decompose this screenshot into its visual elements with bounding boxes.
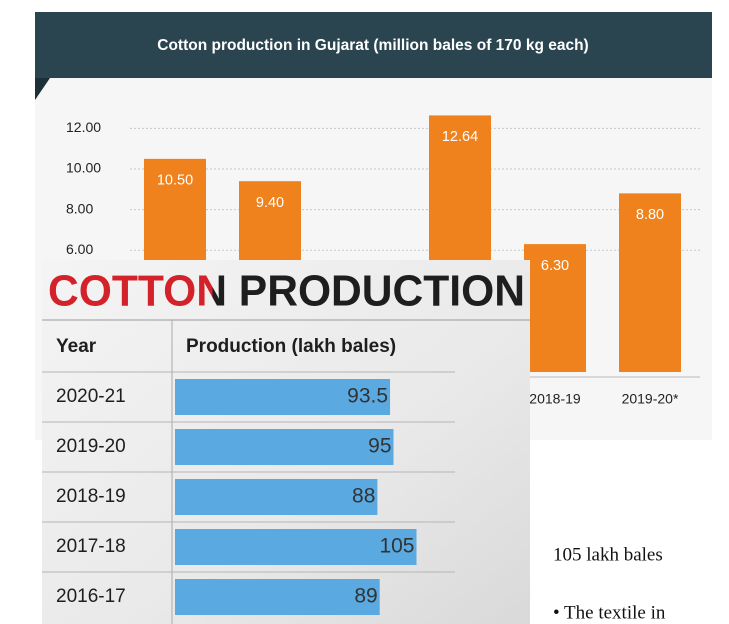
page: Cotton production in Gujarat (million ba… bbox=[0, 0, 729, 624]
value-label: 95 bbox=[368, 435, 391, 458]
value-label: 9.40 bbox=[256, 195, 284, 211]
note: • The textile in bbox=[553, 602, 666, 623]
y-tick-label: 2016-17 bbox=[56, 586, 126, 607]
infographic-title: COTTON PRODUCTION bbox=[48, 267, 525, 316]
column-header: Year bbox=[56, 336, 97, 357]
body-text: 105 lakh bales • The textile in bbox=[553, 544, 666, 623]
note: 105 lakh bales bbox=[553, 544, 663, 565]
y-tick-label: 2019-20 bbox=[56, 436, 126, 457]
y-tick-label: 2018-19 bbox=[56, 486, 126, 507]
chart-title: Cotton production in Gujarat (million ba… bbox=[157, 37, 588, 54]
value-label: 105 bbox=[379, 535, 414, 558]
x-tick-label: 2018-19 bbox=[529, 391, 581, 407]
value-label: 89 bbox=[354, 585, 377, 608]
y-tick-label: 6.00 bbox=[66, 241, 93, 257]
value-label: 6.30 bbox=[541, 258, 569, 274]
y-tick-label: 2020-21 bbox=[56, 386, 126, 407]
bar bbox=[175, 429, 394, 465]
x-tick-label: 2019-20* bbox=[622, 391, 679, 407]
bar bbox=[175, 479, 377, 515]
bar bbox=[175, 579, 380, 615]
column-header: Production (lakh bales) bbox=[186, 336, 396, 357]
y-tick-label: 8.00 bbox=[66, 200, 93, 216]
screenshot: Cotton production in Gujarat (million ba… bbox=[0, 0, 729, 624]
y-tick-label: 12.00 bbox=[66, 119, 101, 135]
value-label: 12.64 bbox=[442, 129, 478, 145]
value-label: 88 bbox=[352, 485, 375, 508]
y-tick-label: 10.00 bbox=[66, 160, 101, 176]
value-label: 93.5 bbox=[347, 385, 388, 408]
y-tick-label: 2017-18 bbox=[56, 536, 126, 557]
value-label: 10.50 bbox=[157, 173, 193, 189]
value-label: 8.80 bbox=[636, 207, 664, 223]
cotton-infographic: COTTON PRODUCTION Year Production (lakh … bbox=[42, 260, 530, 624]
